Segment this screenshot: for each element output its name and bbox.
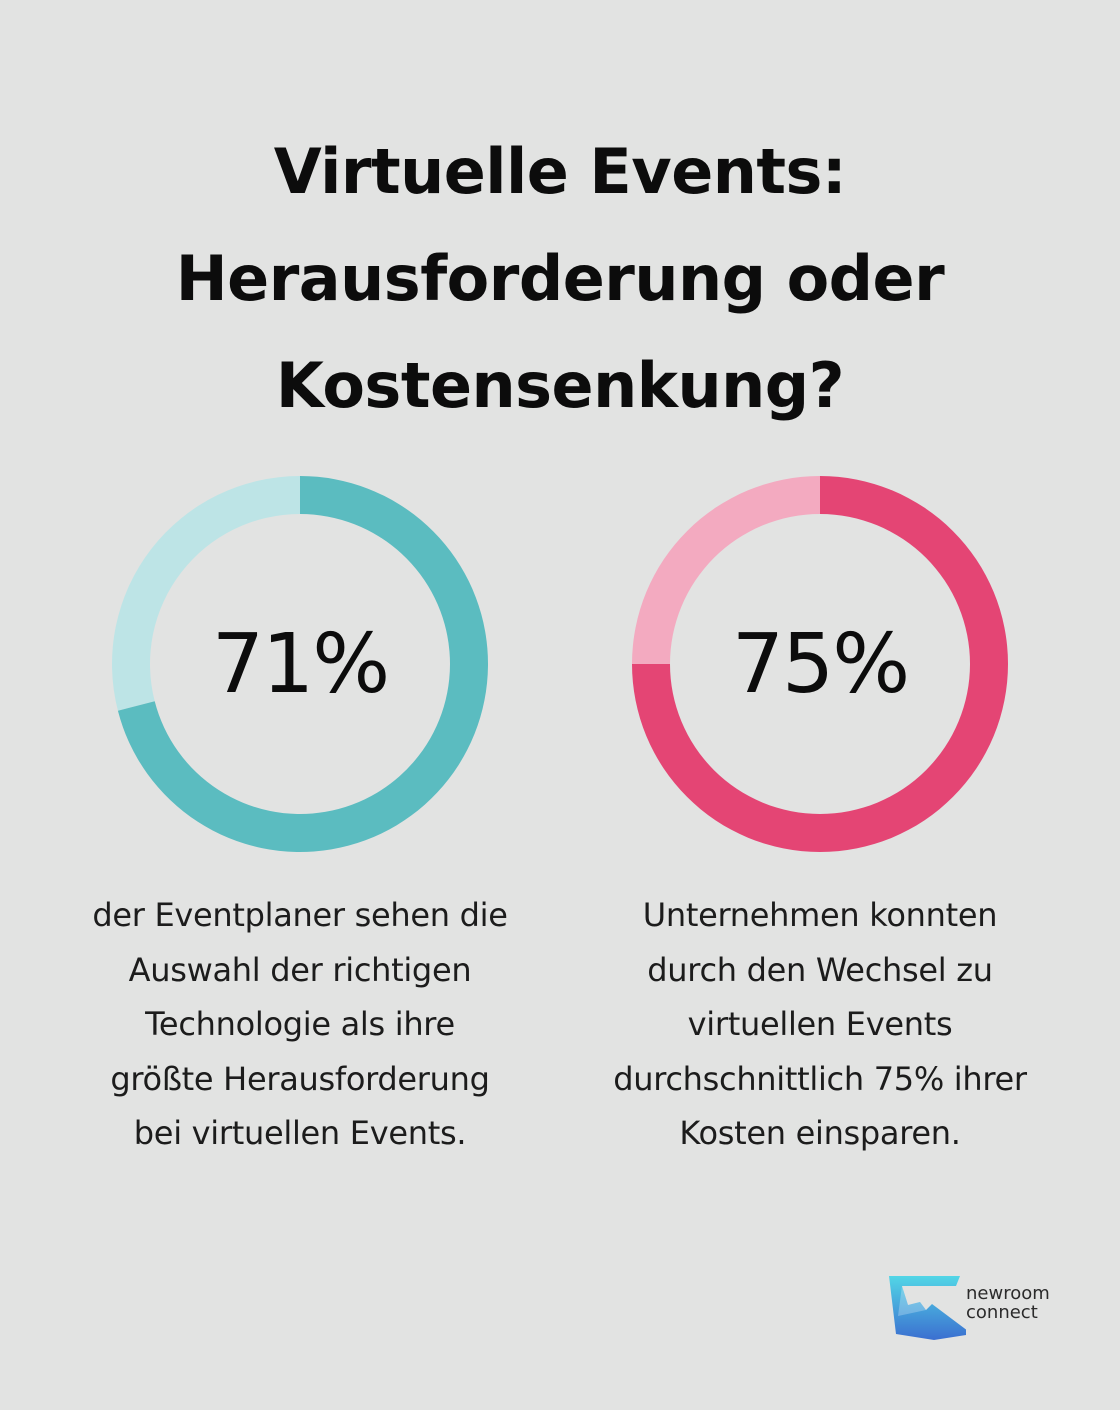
caption-2-line: Unternehmen konnten <box>642 896 998 934</box>
caption-2-line: durchschnittlich 75% ihrer <box>613 1059 1027 1098</box>
logo-text: newroom connect <box>966 1284 1050 1322</box>
donut-2-svg <box>632 476 1008 852</box>
donut-1-caption: der Eventplaner sehen die Auswahl der ri… <box>50 888 550 1161</box>
logo-line-2: connect <box>966 1302 1038 1323</box>
title-line-3: Kostensenkung? <box>275 349 845 422</box>
donut-2-value-label: 75% <box>731 616 910 712</box>
donut-2-remainder-slice <box>632 476 820 664</box>
logo-line-1: newroom <box>966 1283 1050 1304</box>
caption-1-line: Auswahl der richtigen <box>128 950 472 989</box>
caption-2-line: durch den Wechsel zu <box>647 950 993 989</box>
caption-1-line: der Eventplaner sehen die <box>92 896 508 934</box>
title-line-2: Herausforderung oder <box>175 242 945 315</box>
title-line-1: Virtuelle Events: <box>273 135 847 208</box>
donut-1-svg <box>112 476 488 852</box>
donut-chart-2: 75% <box>625 469 1015 859</box>
donut-1-remainder-slice <box>112 476 301 711</box>
donut-2-caption: Unternehmen konnten durch den Wechsel zu… <box>570 888 1070 1161</box>
newroom-connect-logo: newroom connect <box>886 1272 1076 1344</box>
donut-1-value-label: 71% <box>211 616 390 712</box>
logo-mark-icon <box>889 1276 972 1340</box>
donut-chart-1: 71% <box>105 469 495 859</box>
caption-1-line: Technologie als ihre <box>145 1005 455 1043</box>
caption-2-line: virtuellen Events <box>687 1005 953 1043</box>
caption-2-line: Kosten einsparen. <box>679 1114 961 1152</box>
page-title: Virtuelle Events: Herausforderung oder K… <box>60 118 1060 439</box>
caption-1-line: größte Herausforderung <box>110 1059 490 1098</box>
caption-1-line: bei virtuellen Events. <box>133 1114 467 1152</box>
